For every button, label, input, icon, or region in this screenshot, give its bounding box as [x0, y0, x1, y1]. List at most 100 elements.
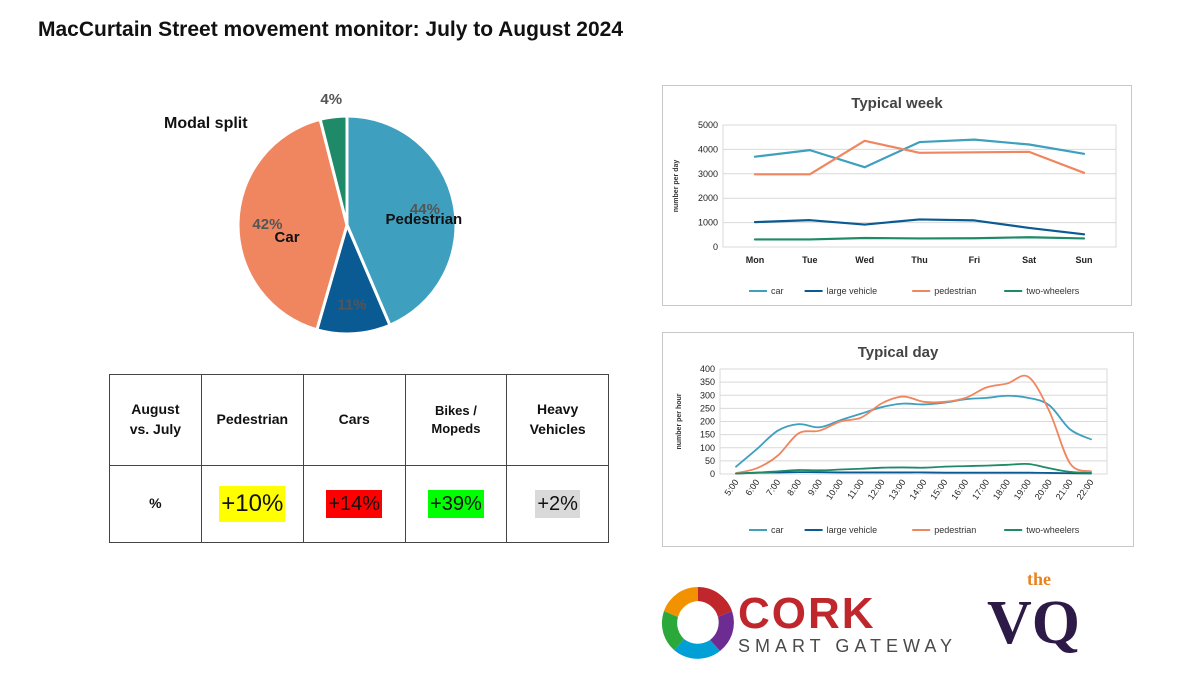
typical-day-chart-box: Typical day 0 50 100 150 200 250 300 350 400 numbe…: [662, 332, 1134, 547]
series-line: [735, 462, 1092, 475]
x-tick-label: 13:00: [887, 477, 908, 501]
table-header: August vs. July: [109, 374, 202, 466]
x-tick-label: 16:00: [949, 477, 970, 501]
legend-label: large vehicle: [827, 286, 878, 296]
the-vq-logo: the VQ: [987, 569, 1080, 657]
y-tick-label: 400: [700, 364, 715, 374]
cork-logo-sub: SMART GATEWAY: [738, 636, 958, 656]
table-header: Pedestrian: [200, 374, 304, 466]
vq-logo-small: the: [1027, 569, 1051, 589]
x-tick-label: 10:00: [824, 477, 845, 501]
series-line: [735, 471, 1092, 475]
x-tick-label: 12:00: [866, 477, 887, 501]
typical-week-chart: Typical week 0 1000 2000 3000 4000 5000 number …: [673, 95, 1117, 296]
y-tick-label: 0: [713, 242, 718, 252]
typical-day-chart: Typical day 0 50 100 150 200 250 300 350 400 numbe…: [676, 344, 1108, 535]
change-value-heavy-vehicles: +2%: [535, 490, 580, 518]
modal-split-pie-chart: Modal split 44%Pedestrian 11% 42%Car 4%: [164, 91, 463, 336]
table-header-label: Bikes / Mopeds: [431, 402, 481, 436]
x-tick-label: 22:00: [1075, 477, 1096, 501]
x-tick-label: 11:00: [845, 477, 866, 501]
table-header: Heavy Vehicles: [506, 374, 609, 466]
change-value-cars: +14%: [326, 490, 383, 518]
table-cell: +39%: [404, 465, 508, 543]
pie-slice-value-label: 4%: [320, 91, 342, 108]
legend-label: car: [771, 286, 784, 296]
series-line: [735, 374, 1092, 475]
table-cell: +10%: [200, 465, 304, 543]
plot-area: [722, 124, 1117, 248]
y-tick-label: 250: [700, 403, 715, 413]
change-value-bikes: +39%: [428, 490, 484, 518]
table-cell: +14%: [302, 465, 406, 543]
vq-logo-main: VQ: [987, 589, 1080, 657]
pie-slice: [345, 114, 458, 328]
y-tick-label: 300: [700, 390, 715, 400]
legend-label: car: [771, 525, 784, 535]
x-tick-label: 20:00: [1033, 477, 1054, 501]
x-tick-label: Fri: [969, 255, 981, 265]
x-tick-label: 19:00: [1012, 477, 1033, 501]
x-tick-label: 5:00: [722, 477, 740, 497]
x-tick-label: 7:00: [764, 477, 782, 497]
x-tick-label: 8:00: [785, 477, 803, 497]
change-table: August vs. July Pedestrian Cars Bikes / Mo…: [109, 374, 609, 543]
legend-label: large vehicle: [827, 525, 878, 535]
y-axis-label: number per hour: [676, 393, 683, 449]
y-tick-label: 4000: [698, 144, 718, 154]
x-tick-label: 14:00: [907, 477, 928, 501]
series-line: [735, 394, 1092, 468]
legend-label: two-wheelers: [1026, 286, 1080, 296]
x-tick-label: Tue: [802, 255, 817, 265]
series-line: [753, 236, 1086, 241]
pie-slice: [318, 114, 349, 226]
legend-label: pedestrian: [934, 286, 976, 296]
y-tick-label: 3000: [698, 169, 718, 179]
cork-smart-gateway-logo: [661, 586, 734, 659]
change-value-pedestrian: +10%: [219, 485, 286, 523]
y-tick-label: 2000: [698, 193, 718, 203]
pie-slice-category-label: Car: [275, 229, 300, 246]
pie-slice: [236, 117, 349, 332]
pie-chart-title: Modal split: [164, 115, 248, 132]
y-tick-label: 350: [700, 377, 715, 387]
x-tick-label: 6:00: [743, 477, 761, 497]
table-cell: +2%: [506, 465, 609, 543]
x-tick-label: Thu: [911, 255, 928, 265]
series-line: [753, 139, 1086, 176]
x-tick-label: Sat: [1022, 255, 1036, 265]
y-tick-label: 0: [710, 469, 715, 479]
y-tick-label: 1000: [698, 218, 718, 228]
chart-title: Typical week: [851, 95, 943, 112]
table-cell: %: [109, 465, 202, 543]
x-tick-label: 15:00: [928, 477, 949, 501]
table-header-label: August vs. July: [129, 401, 182, 437]
pie-slice-value-label: 11%: [337, 296, 366, 313]
x-tick-label: 9:00: [806, 477, 824, 497]
y-tick-label: 50: [705, 456, 715, 466]
x-tick-label: 21:00: [1054, 477, 1075, 501]
row-label: %: [149, 495, 162, 511]
legend-label: two-wheelers: [1026, 525, 1080, 535]
plot-area: [719, 368, 1108, 475]
pie-slice-value-label: 44%: [410, 201, 440, 218]
y-tick-label: 150: [700, 430, 715, 440]
series-line: [753, 218, 1086, 236]
typical-week-chart-box: Typical week 0 1000 2000 3000 4000 5000 number …: [662, 85, 1132, 306]
legend-label: pedestrian: [934, 525, 976, 535]
y-tick-label: 5000: [698, 120, 718, 130]
pie-slice-value-label: 42%: [252, 216, 282, 233]
x-tick-label: Sun: [1076, 255, 1093, 265]
table-header: Cars: [302, 374, 406, 466]
table-header-label: Heavy Vehicles: [529, 401, 586, 437]
chart-title: Typical day: [858, 344, 939, 361]
y-axis-label: number per day: [673, 160, 680, 213]
page-title: MacCurtain Street movement monitor: July…: [38, 18, 623, 41]
y-tick-label: 200: [700, 417, 715, 427]
x-tick-label: Wed: [855, 255, 874, 265]
x-tick-label: 17:00: [970, 477, 991, 501]
pie-slice-category-label: Pedestrian: [386, 211, 463, 228]
table-header-row: August vs. July Pedestrian Cars Bikes / Mo…: [109, 374, 609, 466]
table-row: % +10% +14% +39% +2%: [109, 465, 609, 543]
x-tick-label: 18:00: [991, 477, 1012, 501]
